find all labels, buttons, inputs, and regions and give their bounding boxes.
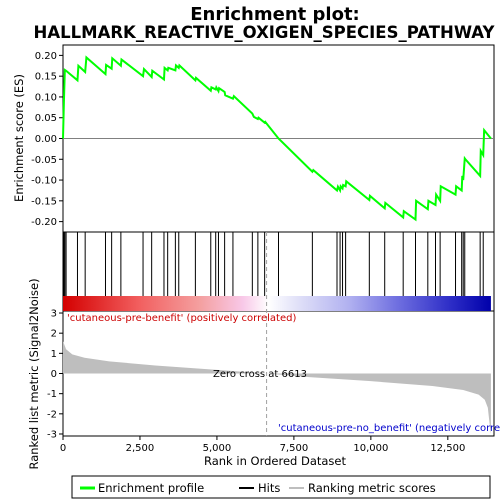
- metric-y-tick-label: 0: [51, 369, 57, 380]
- es-y-tick-label: -0.20: [31, 217, 57, 228]
- legend-enrichment-label: Enrichment profile: [98, 481, 204, 495]
- hit-marks: [63, 232, 484, 296]
- x-tick-label: 2,500: [126, 443, 155, 454]
- metric-y-tick-label: 2: [51, 329, 57, 340]
- zero-cross-label: Zero cross at 6613: [213, 369, 307, 380]
- x-axis: 0 2,500 5,000 7,500 10,000 12,500: [60, 436, 465, 454]
- metric-y-tick-label: 1: [51, 349, 57, 360]
- negative-class-label: 'cutaneous-pre-no_benefit' (negatively c…: [278, 423, 500, 434]
- metric-y-axis: -3 -2 -1 0 1 2 3: [47, 309, 63, 440]
- positive-class-label: 'cutaneous-pre-benefit' (positively corr…: [67, 313, 296, 324]
- enrichment-profile-line: [62, 55, 492, 222]
- es-y-tick-label: 0.10: [35, 92, 57, 103]
- es-y-axis: -0.20 -0.15 -0.10 -0.05 0.00 0.05 0.10 0.15 0.20: [31, 51, 63, 228]
- metric-y-tick-label: -2: [47, 409, 57, 420]
- metric-y-tick-label: -3: [47, 429, 57, 440]
- es-y-tick-label: 0.05: [35, 113, 57, 124]
- x-tick-label: 5,000: [203, 443, 232, 454]
- x-axis-label: Rank in Ordered Dataset: [204, 454, 347, 468]
- es-y-tick-label: 0.15: [35, 72, 57, 83]
- es-y-tick-label: -0.15: [31, 196, 57, 207]
- metric-y-tick-label: 3: [51, 309, 57, 320]
- es-y-tick-label: 0.00: [35, 134, 57, 145]
- x-tick-label: 7,500: [280, 443, 309, 454]
- chart-title-line2: HALLMARK_REACTIVE_OXIGEN_SPECIES_PATHWAY: [34, 23, 496, 42]
- x-tick-label: 0: [60, 443, 66, 454]
- es-y-tick-label: 0.20: [35, 51, 57, 62]
- chart-title-line1: Enrichment plot:: [190, 4, 360, 25]
- legend-hits-label: Hits: [258, 481, 280, 495]
- legend-ranking-label: Ranking metric scores: [308, 481, 436, 495]
- x-tick-label: 10,000: [353, 443, 388, 454]
- es-y-tick-label: -0.05: [31, 155, 57, 166]
- rank-color-bar: [63, 296, 491, 311]
- x-tick-label: 12,500: [430, 443, 465, 454]
- metric-y-axis-label: Ranked list metric (Signal2Noise): [27, 278, 41, 469]
- es-y-axis-label: Enrichment score (ES): [12, 74, 26, 202]
- es-y-tick-label: -0.10: [31, 176, 57, 187]
- metric-y-tick-label: -1: [47, 389, 57, 400]
- legend-box: [71, 475, 491, 499]
